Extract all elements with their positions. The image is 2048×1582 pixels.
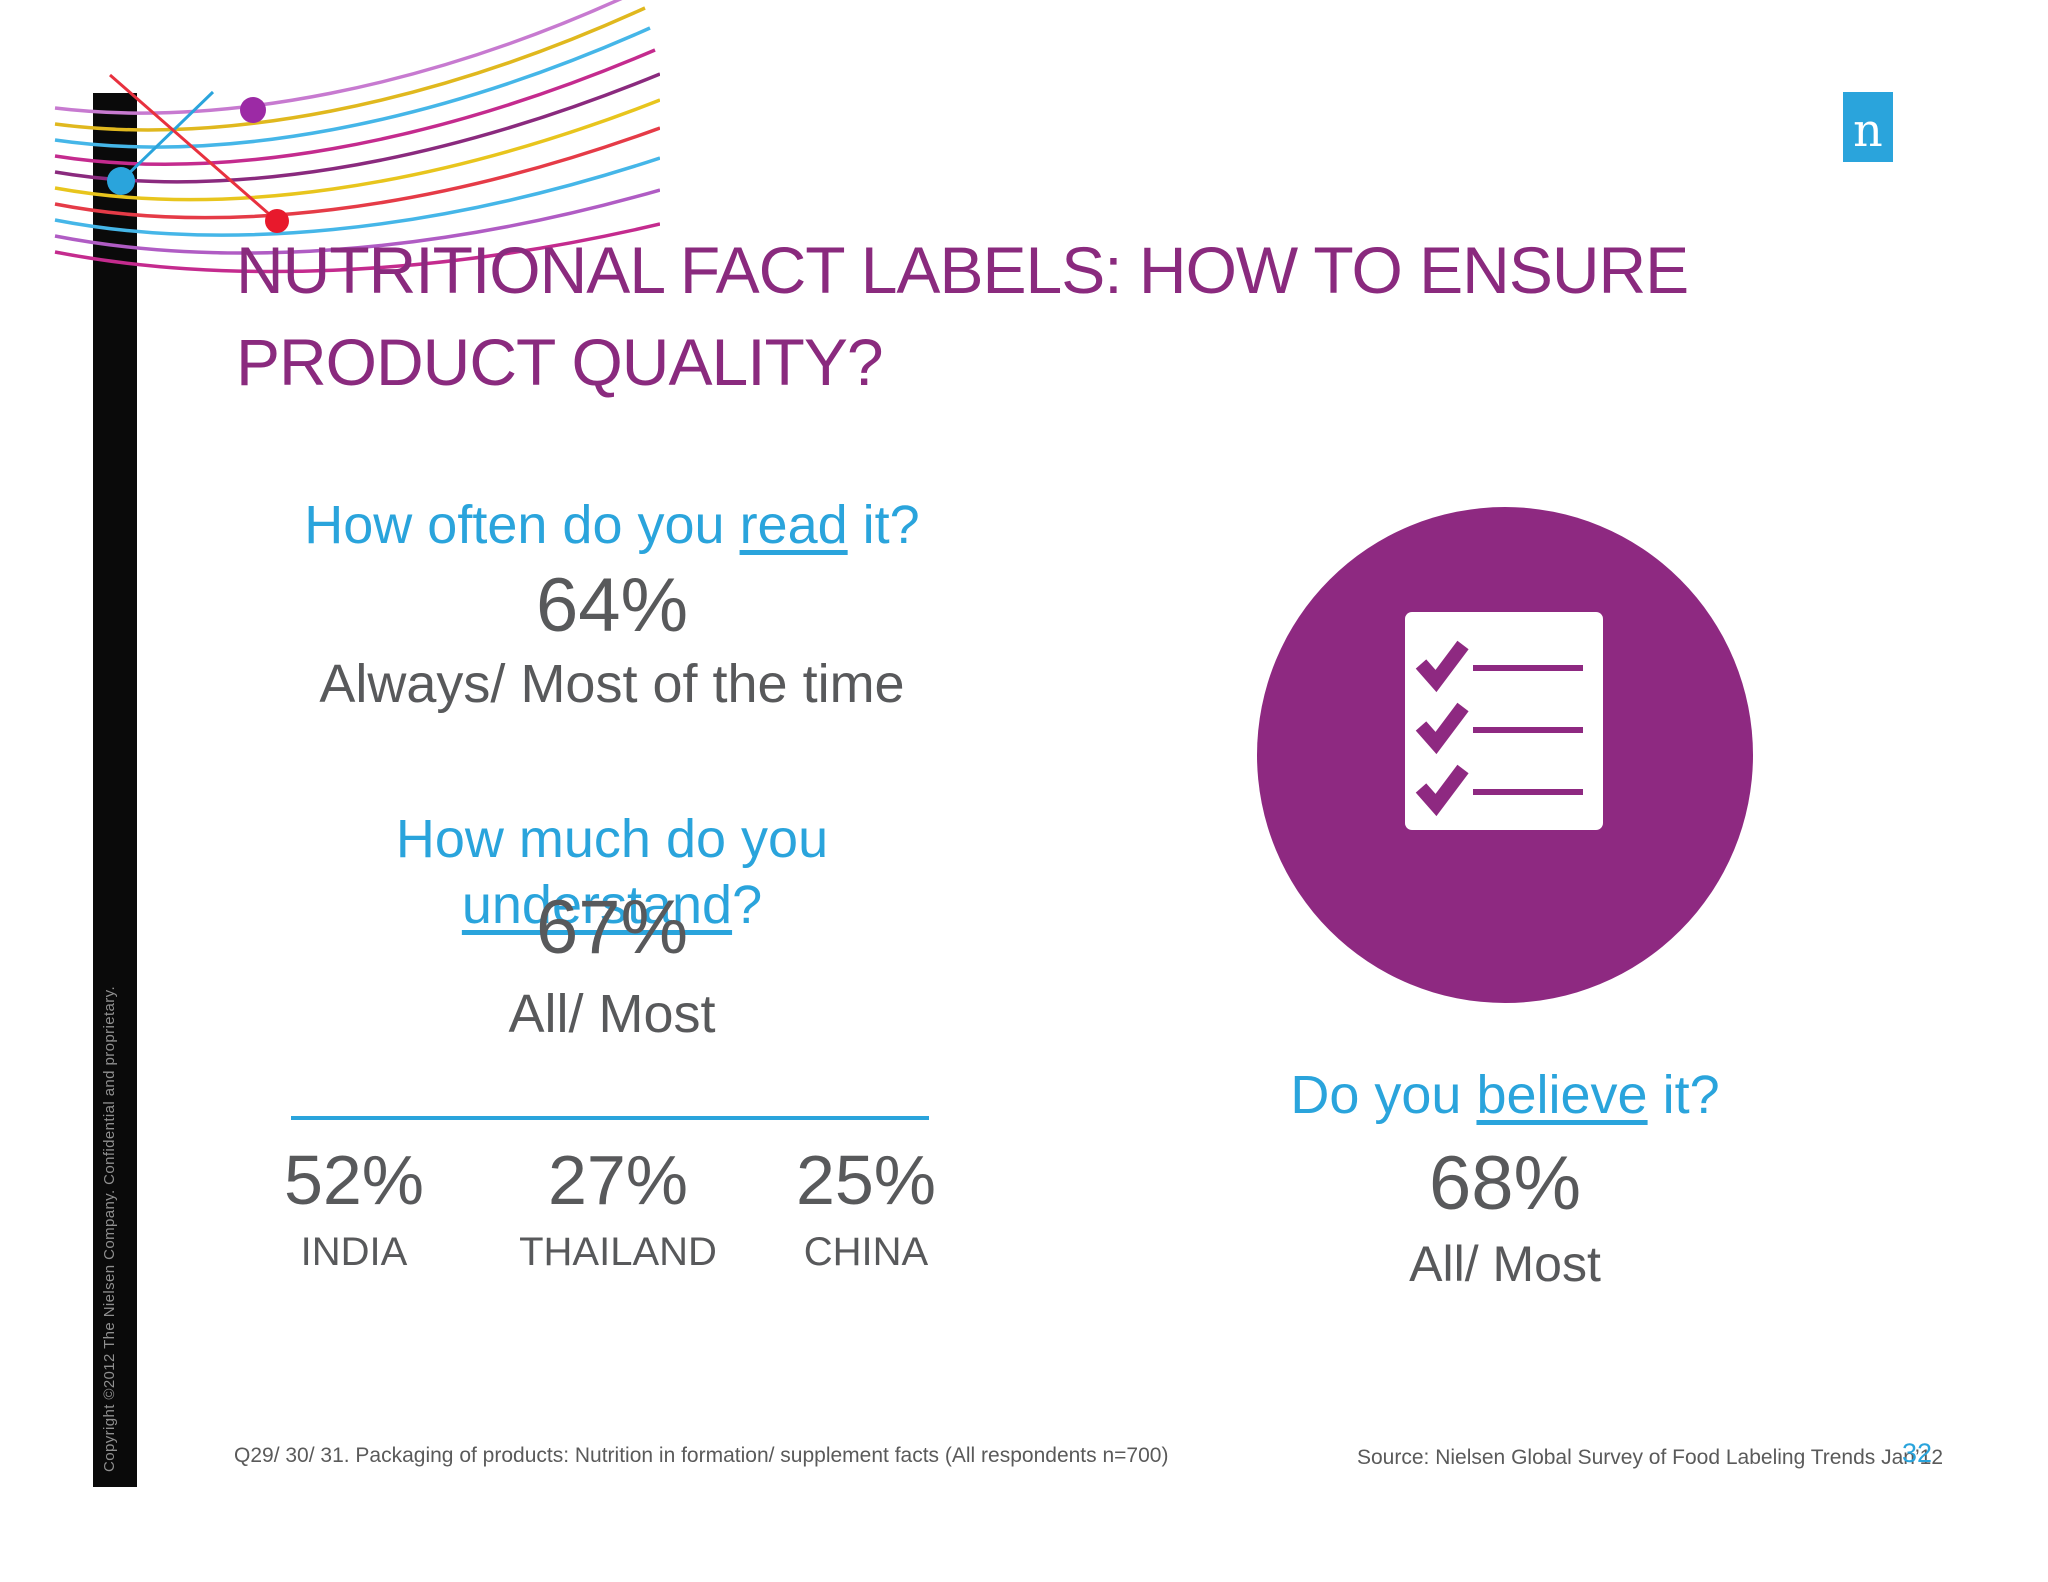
footnote: Q29/ 30/ 31. Packaging of products: Nutr… <box>234 1444 1169 1467</box>
nielsen-logo: n <box>1843 92 1893 162</box>
page-number: 32 <box>1902 1438 1933 1468</box>
decorative-arcs <box>54 0 660 274</box>
underlined-word-read: read <box>739 495 848 555</box>
country-value: 52% <box>283 1141 425 1219</box>
question-read: How often do you read it? <box>304 495 920 555</box>
stat-read-value: 64% <box>535 563 689 648</box>
title-line-1: NUTRITIONAL FACT LABELS: HOW TO ENSURE <box>236 233 1689 307</box>
checklist-icon <box>1405 612 1603 830</box>
country-stat-thailand: 27% THAILAND <box>488 1142 748 1276</box>
stat-understand-label: All/ Most <box>508 984 716 1044</box>
copyright-bar <box>93 93 137 1487</box>
question-believe: Do you believe it? <box>1290 1065 1720 1125</box>
title-line-2: PRODUCT QUALITY? <box>236 325 884 399</box>
nielsen-logo-letter: n <box>1853 103 1883 157</box>
red-dot <box>265 209 289 233</box>
stat-read-label: Always/ Most of the time <box>319 654 905 714</box>
stat-believe-label: All/ Most <box>1409 1236 1601 1292</box>
stat-believe-value: 68% <box>1428 1141 1582 1226</box>
blue-dot <box>107 167 135 195</box>
country-label: THAILAND <box>519 1230 717 1274</box>
country-stat-india: 52% INDIA <box>224 1142 484 1276</box>
country-value: 25% <box>795 1141 937 1219</box>
underlined-word-believe: believe <box>1476 1065 1648 1125</box>
purple-dot <box>240 97 266 123</box>
copyright-text: Copyright ©2012 The Nielsen Company. Con… <box>101 985 118 1472</box>
divider-rule <box>291 1116 929 1120</box>
question-understand: How much do you understand? <box>395 809 829 935</box>
country-stat-china: 25% CHINA <box>736 1142 996 1276</box>
stat-understand-value: 67% <box>535 885 689 970</box>
country-label: INDIA <box>300 1230 408 1274</box>
page-title: NUTRITIONAL FACT LABELS: HOW TO ENSURE P… <box>236 224 1836 408</box>
country-value: 27% <box>547 1141 689 1219</box>
country-label: CHINA <box>803 1230 929 1274</box>
source-note: Source: Nielsen Global Survey of Food La… <box>1357 1446 1944 1469</box>
checklist-badge <box>1257 507 1753 1003</box>
underlined-word-understand: understand <box>461 875 733 935</box>
